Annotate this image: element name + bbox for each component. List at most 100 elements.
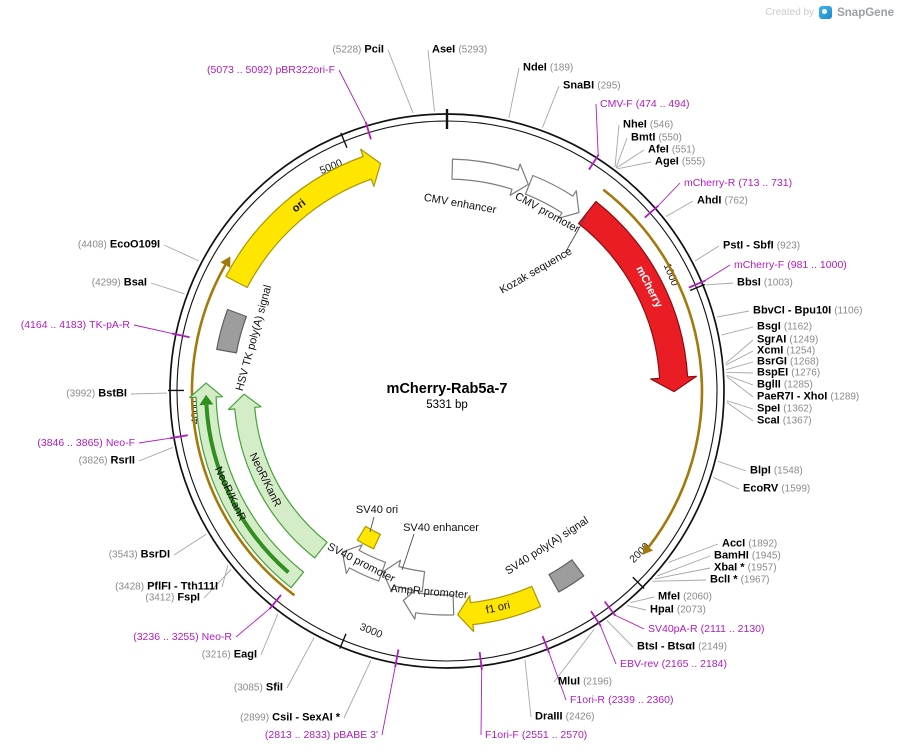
enzyme-label-sfii[interactable]: (3085) SfiI [234, 682, 283, 695]
enzyme-label-bmti[interactable]: BmtI (550) [631, 132, 682, 145]
enzyme-label-ecoo109i[interactable]: (4408) EcoO109I [78, 239, 160, 252]
primer-label-ebv-rev[interactable]: EBV-rev (2165 .. 2184) [620, 658, 727, 670]
enzyme-label-bspei[interactable]: BspEI (1276) [757, 367, 820, 380]
label-connector-neo-r [235, 607, 271, 638]
enzyme-label-hpai[interactable]: HpaI (2073) [650, 604, 706, 617]
primer-label-neo-r[interactable]: (3236 .. 3255) Neo-R [133, 631, 232, 643]
watermark-brand: SnapGene [837, 6, 894, 19]
feature-f1-ori[interactable] [457, 585, 542, 633]
enzyme-label-mfei[interactable]: MfeI (2060) [658, 591, 712, 604]
enzyme-label-ndei[interactable]: NdeI (189) [523, 62, 573, 75]
enzyme-label-bbsi[interactable]: BbsI (1003) [737, 277, 793, 290]
primer-label-neo-f[interactable]: (3846 .. 3865) Neo-F [37, 437, 135, 449]
enzyme-label-paer7i-xhoi[interactable]: PaeR7I - XhoI (1289) [757, 391, 859, 404]
feature-cmv-promoter[interactable] [524, 174, 580, 219]
enzyme-label-bsrdi[interactable]: (3543) BsrDI [109, 549, 170, 562]
enzyme-label-bcli[interactable]: BclI * (1967) [710, 574, 769, 587]
site-position: (3543) [108, 549, 138, 561]
enzyme-label-ahdi[interactable]: AhdI (762) [697, 195, 748, 208]
enzyme-label-afei[interactable]: AfeI (551) [648, 144, 695, 157]
label-connector-ecoo109i [163, 244, 200, 262]
label-connector-bstbi [130, 392, 168, 395]
feature-label-sv40-enhancer[interactable]: SV40 enhancer [403, 522, 479, 534]
enzyme-label-draiii[interactable]: DraIII (2426) [535, 711, 594, 724]
enzyme-label-btsi-bts-i[interactable]: BtsI - BtsαI (2149) [637, 641, 727, 654]
enzyme-label-spei[interactable]: SpeI (1362) [757, 403, 812, 416]
label-connector-sgrai [725, 339, 754, 364]
enzyme-label-eagi[interactable]: (3216) EagI [202, 649, 257, 662]
primer-label-sv40pa-r[interactable]: SV40pA-R (2111 .. 2130) [648, 623, 765, 635]
label-connector-bspei [726, 371, 754, 374]
site-position: (3992) [66, 388, 96, 400]
site-name: FspI [177, 591, 200, 604]
site-position: (3085) [233, 682, 263, 694]
enzyme-label-bamhi[interactable]: BamHI (1945) [714, 550, 781, 563]
enzyme-label-bglii[interactable]: BglII (1285) [757, 379, 813, 392]
feature-mcherry[interactable] [578, 200, 698, 393]
site-name: PstI - SbfI [723, 239, 774, 252]
primer-label-f1ori-f[interactable]: F1ori-F (2551 .. 2570) [485, 729, 587, 741]
feature-sv40-ori-leader-line [369, 516, 375, 533]
scale-tick [689, 283, 706, 292]
primer-label-mcherry-f[interactable]: mCherry-F (981 .. 1000) [734, 259, 847, 271]
enzyme-label-csii-sexai[interactable]: (2899) CsiI - SexAI * [240, 712, 340, 725]
feature-sv40-enhancer[interactable] [382, 559, 426, 593]
feature-ampr-promoter[interactable] [402, 586, 455, 620]
enzyme-label-asei[interactable]: AseI (5293) [432, 44, 487, 57]
enzyme-label-bsai[interactable]: (4299) BsaI [92, 277, 147, 290]
primer-label-tk-pa-r[interactable]: (4164 .. 4183) TK-pA-R [21, 319, 130, 331]
site-position: (2813 .. 2833) [264, 729, 331, 741]
feature-neor-kanr-outer[interactable] [189, 382, 305, 589]
enzyme-label-scai[interactable]: ScaI (1367) [757, 415, 812, 428]
primer-label-f1ori-r[interactable]: F1ori-R (2339 .. 2360) [570, 694, 673, 706]
primer-tick-ebv-rev [590, 610, 602, 627]
feature-sv40-polya[interactable] [548, 559, 585, 593]
enzyme-label-sgrai[interactable]: SgrAI (1249) [757, 334, 818, 347]
enzyme-label-bsgi[interactable]: BsgI (1162) [757, 321, 812, 334]
enzyme-label-psti-sbfi[interactable]: PstI - SbfI (923) [723, 240, 800, 253]
label-connector-mcherry-r [657, 182, 681, 207]
enzyme-label-rsrii[interactable]: (3826) RsrII [79, 455, 135, 468]
site-position: (1362) [783, 403, 813, 415]
enzyme-label-agei[interactable]: AgeI (555) [655, 156, 705, 169]
enzyme-label-nhei[interactable]: NheI (546) [623, 119, 673, 132]
feature-orf-left[interactable] [190, 264, 296, 597]
primer-label-pbr322ori-f[interactable]: (5073 .. 5092) pBR322ori-F [207, 64, 335, 76]
enzyme-label-mlui[interactable]: MluI (2196) [558, 676, 612, 689]
enzyme-label-xcmi[interactable]: XcmI (1254) [757, 345, 815, 358]
label-connector-blpi [717, 460, 747, 472]
primer-label-mcherry-r[interactable]: mCherry-R (713 .. 731) [684, 177, 792, 189]
enzyme-label-snabi[interactable]: SnaBI (295) [563, 80, 621, 93]
enzyme-label-acci[interactable]: AccI (1892) [722, 538, 777, 551]
site-position: (1599) [781, 483, 811, 495]
enzyme-label-pcii[interactable]: (5228) PciI [332, 44, 384, 57]
label-connector-bamhi [657, 555, 711, 577]
feature-label-sv40-ori[interactable]: SV40 ori [355, 504, 399, 516]
primer-label-cmv-f[interactable]: CMV-F (474 .. 494) [600, 98, 689, 110]
site-position: (546) [649, 119, 674, 131]
enzyme-label-blpi[interactable]: BlpI (1548) [750, 465, 803, 478]
feature-neor-kanr-inner[interactable] [227, 393, 328, 559]
enzyme-label-xbai[interactable]: XbaI * (1957) [714, 562, 777, 575]
enzyme-label-bsrgi[interactable]: BsrGI (1268) [757, 356, 819, 369]
enzyme-label-fspi[interactable]: (3412) FspI [145, 592, 200, 605]
enzyme-label-ecorv[interactable]: EcoRV (1599) [743, 483, 810, 496]
feature-hsv-tk-polya[interactable] [216, 308, 247, 354]
feature-sv40-promoter[interactable] [341, 544, 387, 582]
enzyme-label-bbvci-bpu10i[interactable]: BbvCI - Bpu10I (1106) [753, 305, 862, 318]
site-position: (189) [549, 62, 574, 74]
site-name: PciI [364, 43, 384, 56]
feature-cmv-enhancer[interactable] [451, 158, 529, 196]
enzyme-label-pflfi-tth111i[interactable]: (3428) PflFI - Tth111I [115, 581, 218, 594]
primer-label-pbabe-3[interactable]: (2813 .. 2833) pBABE 3' [265, 729, 378, 741]
feature-orf-right[interactable] [602, 188, 704, 548]
feature-ori[interactable] [225, 148, 382, 289]
watermark: Created by SnapGene [765, 6, 894, 19]
site-name: DraIII [535, 710, 563, 723]
feature-neor-orf[interactable] [204, 404, 290, 574]
feature-sv40-ori[interactable] [356, 525, 381, 550]
enzyme-label-bstbi[interactable]: (3992) BstBI [66, 388, 127, 401]
